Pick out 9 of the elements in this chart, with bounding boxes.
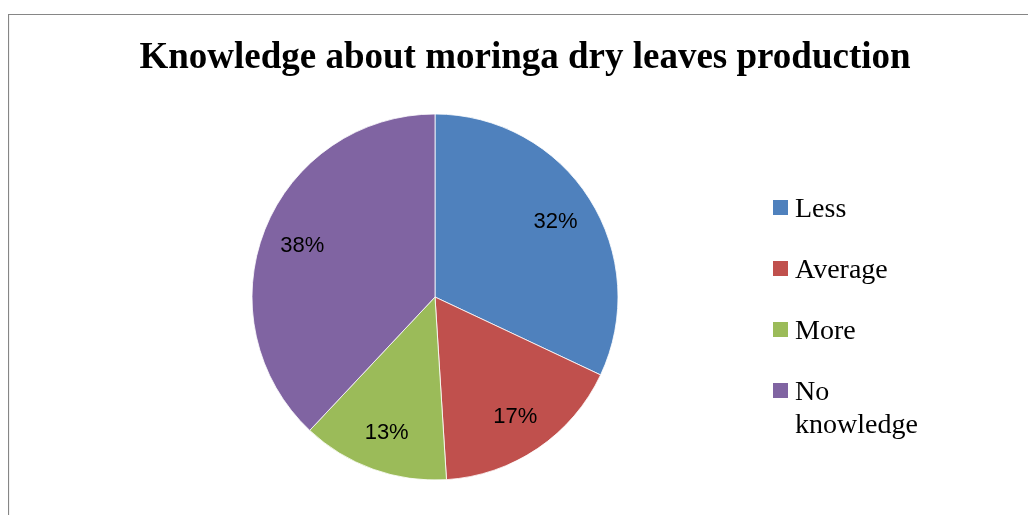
legend-label: No knowledge xyxy=(795,375,918,439)
legend-label: More xyxy=(795,314,856,345)
data-label: 17% xyxy=(493,402,538,428)
data-label: 38% xyxy=(280,231,325,257)
legend-label: Average xyxy=(795,253,888,284)
chart-title: Knowledge about moringa dry leaves production xyxy=(139,35,912,76)
data-label: 32% xyxy=(533,208,578,234)
legend-label: Less xyxy=(795,192,847,223)
data-label: 13% xyxy=(364,418,409,444)
